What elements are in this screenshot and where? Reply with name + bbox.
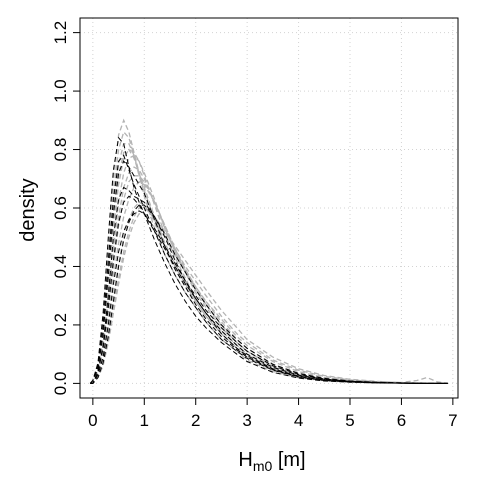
- black-curve-5: [89, 160, 448, 384]
- y-tick-label-0: 0.0: [51, 372, 70, 396]
- y-tick-label-3: 0.6: [51, 196, 70, 220]
- x-tick-label-1: 1: [140, 411, 149, 430]
- gray-curve-0: [89, 148, 448, 385]
- x-tick-label-2: 2: [191, 411, 200, 430]
- y-tick-label-5: 1.0: [51, 79, 70, 103]
- y-tick-label-2: 0.4: [51, 255, 70, 279]
- y-tick-label-6: 1.2: [51, 21, 70, 45]
- y-tick-label-1: 0.2: [51, 313, 70, 337]
- y-tick-label-4: 0.8: [51, 138, 70, 162]
- black-curve-6: [90, 195, 448, 384]
- gray-curve-6: [90, 207, 448, 385]
- x-axis-title-unit: [m]: [272, 449, 305, 471]
- x-axis-title: Hm0 [m]: [238, 449, 305, 474]
- x-axis: 0 1 2 3 4 5 6 7: [88, 398, 458, 430]
- x-tick-label-6: 6: [397, 411, 406, 430]
- x-axis-title-subscript: m0: [253, 458, 273, 474]
- y-axis: 0.0 0.2 0.4 0.6 0.8 1.0 1.2: [51, 21, 80, 395]
- x-tick-label-4: 4: [294, 411, 303, 430]
- grid-lines: [80, 18, 458, 398]
- x-axis-title-main: H: [238, 449, 252, 471]
- gray-curve-9: [90, 213, 448, 385]
- x-tick-label-3: 3: [242, 411, 251, 430]
- x-tick-label-5: 5: [345, 411, 354, 430]
- black-curve-group: [89, 136, 448, 384]
- x-tick-label-7: 7: [448, 411, 457, 430]
- black-curve-4: [90, 204, 448, 384]
- y-axis-title: density: [17, 178, 39, 241]
- x-tick-label-0: 0: [88, 411, 97, 430]
- black-curve-1: [89, 154, 448, 384]
